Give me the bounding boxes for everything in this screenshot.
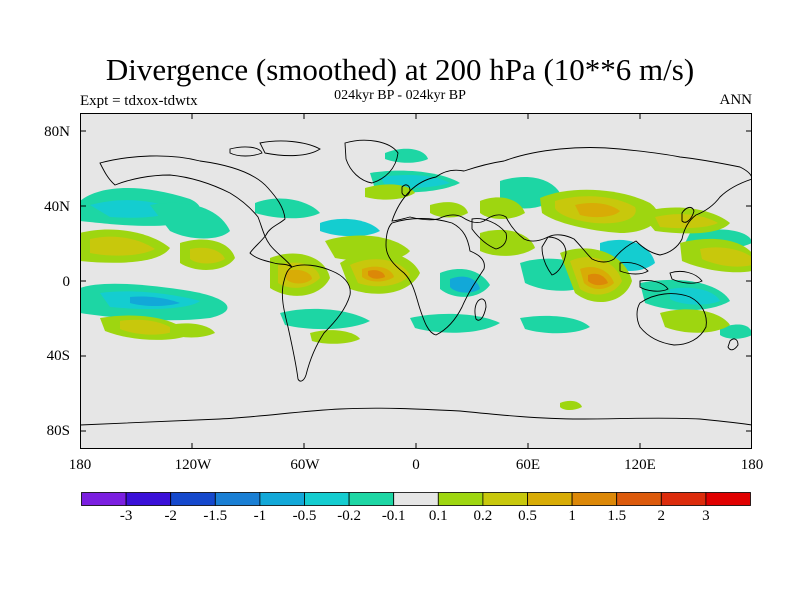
colorbar-cell <box>616 492 662 506</box>
colorbar-label: -2 <box>164 508 177 524</box>
colorbar-cell <box>348 492 395 506</box>
colorbar-label: -1.5 <box>203 508 228 524</box>
colorbar-cell <box>259 492 305 506</box>
map-frame <box>80 113 752 449</box>
colorbar-label: 1 <box>568 508 576 524</box>
map-subtitle: 024kyr BP - 024kyr BP <box>334 88 466 103</box>
divergence-map <box>80 113 752 449</box>
colorbar-cell <box>393 492 439 506</box>
lon-label-180w: 180 <box>68 457 92 473</box>
colorbar-cell <box>214 492 261 506</box>
colorbar-cell <box>170 492 216 506</box>
colorbar-label: 3 <box>702 508 710 524</box>
lon-label-60e: 60E <box>515 457 541 473</box>
colorbar-label: 0.1 <box>428 508 448 524</box>
colorbar-cell <box>527 492 573 506</box>
colorbar-label: 0.5 <box>518 508 537 524</box>
lat-label-0: 0 <box>62 274 71 290</box>
lat-label-40s: 40S <box>46 348 70 364</box>
lon-label-60w: 60W <box>290 457 320 473</box>
colorbar-cell <box>437 492 484 506</box>
season-label: ANN <box>719 92 753 108</box>
colorbar-label: -0.1 <box>381 508 406 524</box>
lon-label-0: 0 <box>412 457 420 473</box>
colorbar-label: -0.5 <box>292 508 317 524</box>
colorbar-label: -3 <box>119 508 133 524</box>
colorbar-label: 2 <box>657 508 666 524</box>
colorbar <box>81 492 751 506</box>
lat-label-80s: 80S <box>46 423 70 439</box>
colorbar-label: -1 <box>253 508 267 524</box>
lat-label-40n: 40N <box>44 199 70 215</box>
lat-label-80n: 80N <box>44 124 70 140</box>
colorbar-cell <box>482 492 528 506</box>
colorbar-label: 0.2 <box>473 508 493 524</box>
colorbar-cell <box>705 492 751 506</box>
colorbar-label: -0.2 <box>337 508 361 524</box>
colorbar-cell <box>125 492 172 506</box>
lon-label-180e: 180 <box>740 457 764 473</box>
colorbar-label: 1.5 <box>607 508 627 524</box>
lon-label-120e: 120E <box>624 457 656 473</box>
colorbar-cell <box>571 492 618 506</box>
colorbar-cell <box>660 492 707 506</box>
coastlines <box>80 139 752 426</box>
colorbar-cell <box>304 492 350 506</box>
colorbar-cell <box>81 492 127 506</box>
divergence-contours <box>80 148 752 410</box>
map-title: Divergence (smoothed) at 200 hPa (10**6 … <box>105 52 695 87</box>
lon-label-120w: 120W <box>174 457 212 473</box>
experiment-label: Expt = tdxox-tdwtx <box>80 93 198 109</box>
